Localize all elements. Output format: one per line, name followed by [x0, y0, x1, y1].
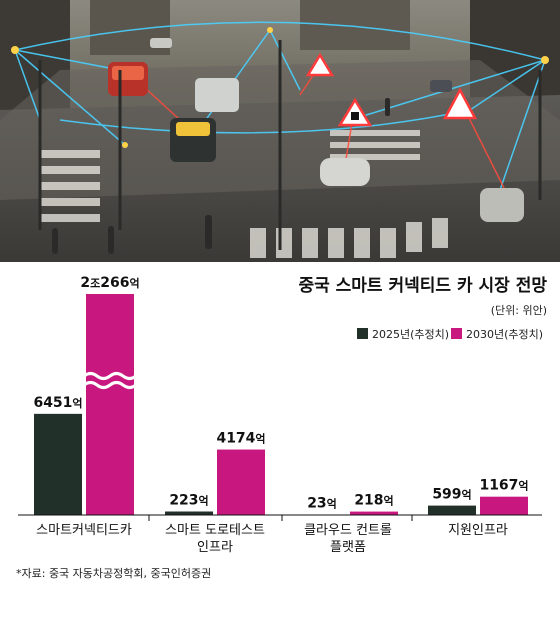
category-label-1: 스마트 도로테스트 인프라	[165, 523, 265, 555]
unit-note: (단위: 위안)	[491, 304, 547, 317]
bar-2025-cat0	[34, 413, 82, 515]
value-label-2025-cat2: 23억	[307, 496, 337, 512]
chart-title: 중국 스마트 커넥티드 카 시장 전망	[298, 276, 547, 296]
bar-2030-cat1	[217, 449, 265, 515]
legend: 2025년(추정치) 2030년(추정치)	[357, 328, 543, 341]
market-outlook-chart: 중국 스마트 커넥티드 카 시장 전망 (단위: 위안) 2025년(추정치) …	[16, 275, 547, 580]
value-label-2025-cat1: 223억	[169, 493, 208, 509]
category-label-3: 지원인프라	[448, 523, 508, 538]
value-label-2030-cat0: 2조266억	[80, 275, 139, 291]
legend-swatch-2030	[451, 328, 462, 339]
legend-label-2025: 2025년(추정치)	[372, 328, 449, 341]
bars-group	[34, 294, 528, 515]
bar-2025-cat3	[428, 505, 476, 515]
axis-break-wave	[83, 380, 137, 390]
category-label-0: 스마트커넥티드카	[36, 523, 132, 538]
value-label-2025-cat3: 599억	[432, 487, 471, 503]
value-label-2030-cat2: 218억	[354, 493, 393, 509]
value-label-2030-cat3: 1167억	[479, 478, 528, 494]
value-labels-group: 6451억 2조266억 223억 4174억 23억 218억 599억 1167억	[33, 275, 528, 512]
smart-city-intersection-photo	[0, 0, 560, 262]
axis-break-wave	[83, 371, 137, 381]
legend-swatch-2025	[357, 328, 368, 339]
category-labels: 스마트커넥티드카 스마트 도로테스트 인프라 클라우드 컨트롤 플랫폼 지원인프라	[36, 523, 508, 555]
bar-2025-cat1	[165, 511, 213, 515]
category-label-2: 클라우드 컨트롤 플랫폼	[304, 523, 392, 555]
bar-2030-cat0	[86, 294, 134, 515]
value-label-2025-cat0: 6451억	[33, 395, 82, 411]
category-separators	[148, 515, 413, 521]
legend-label-2030: 2030년(추정치)	[466, 328, 543, 341]
bar-2030-cat2	[350, 511, 398, 515]
bar-2030-cat3	[480, 496, 528, 515]
value-label-2030-cat1: 4174억	[216, 431, 265, 447]
source-note: *자료: 중국 자동차공정학회, 중국인허증권	[16, 567, 211, 580]
